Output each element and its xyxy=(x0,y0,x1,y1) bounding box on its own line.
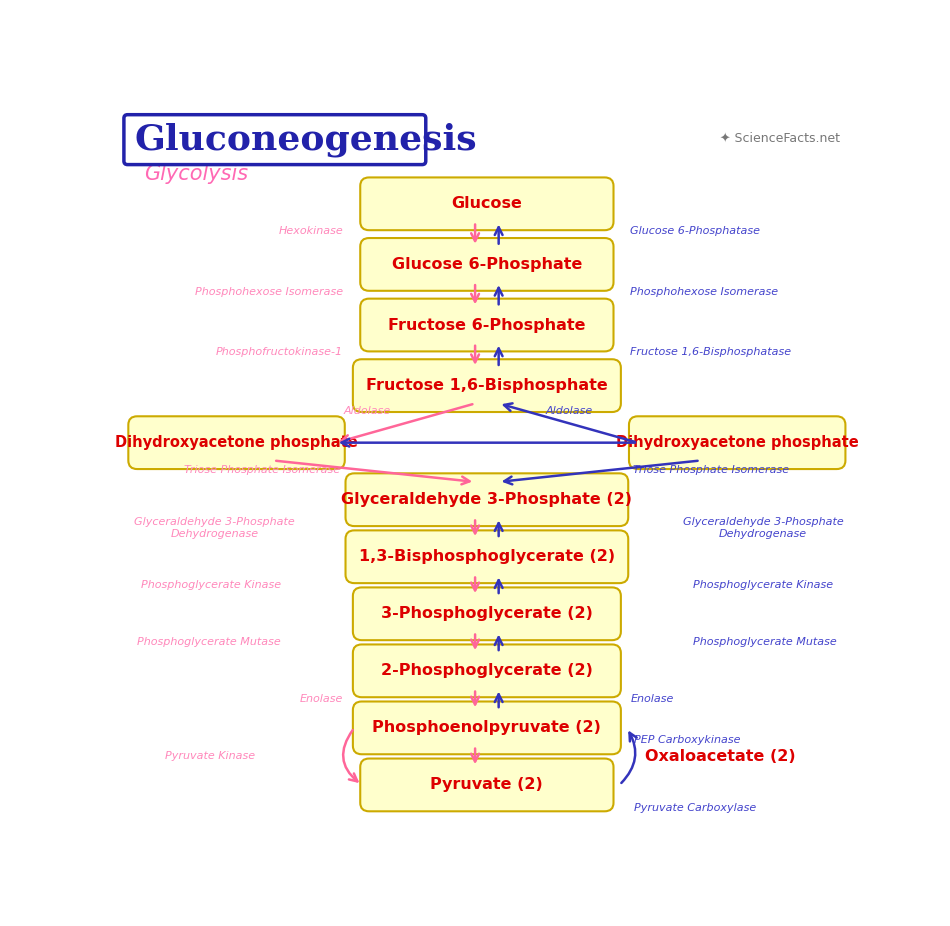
Text: Glyceraldehyde 3-Phosphate
Dehydrogenase: Glyceraldehyde 3-Phosphate Dehydrogenase xyxy=(134,518,294,539)
FancyBboxPatch shape xyxy=(352,702,621,755)
Text: Hexokinase: Hexokinase xyxy=(278,226,343,236)
Text: Phosphofructokinase-1: Phosphofructokinase-1 xyxy=(217,347,343,357)
FancyBboxPatch shape xyxy=(124,115,426,165)
Text: 3-Phosphoglycerate (2): 3-Phosphoglycerate (2) xyxy=(381,607,593,621)
FancyBboxPatch shape xyxy=(346,473,628,526)
Text: Glucose: Glucose xyxy=(451,196,522,211)
Text: Phosphoglycerate Mutase: Phosphoglycerate Mutase xyxy=(137,637,281,647)
Text: PEP Carboxykinase: PEP Carboxykinase xyxy=(635,735,741,745)
Text: Fructose 1,6-Bisphosphate: Fructose 1,6-Bisphosphate xyxy=(366,378,608,394)
Text: Phosphohexose Isomerase: Phosphohexose Isomerase xyxy=(631,286,779,296)
FancyBboxPatch shape xyxy=(352,359,621,412)
Text: Glycolysis: Glycolysis xyxy=(144,164,249,184)
Text: Phosphoglycerate Kinase: Phosphoglycerate Kinase xyxy=(141,581,281,590)
Text: Gluconeogenesis: Gluconeogenesis xyxy=(135,122,478,156)
Text: ✦ ScienceFacts.net: ✦ ScienceFacts.net xyxy=(720,131,840,144)
Text: Triose Phosphate Isomerase: Triose Phosphate Isomerase xyxy=(634,465,789,475)
Text: Glucose 6-Phosphatase: Glucose 6-Phosphatase xyxy=(631,226,760,236)
Text: Pyruvate Carboxylase: Pyruvate Carboxylase xyxy=(635,804,756,813)
FancyBboxPatch shape xyxy=(128,417,345,469)
Text: Pyruvate (2): Pyruvate (2) xyxy=(430,778,543,793)
FancyBboxPatch shape xyxy=(360,178,614,231)
Text: Phosphoglycerate Mutase: Phosphoglycerate Mutase xyxy=(693,637,837,647)
Text: Dihydroxyacetone phosphate: Dihydroxyacetone phosphate xyxy=(115,435,358,450)
Text: Phosphoglycerate Kinase: Phosphoglycerate Kinase xyxy=(693,581,833,590)
FancyBboxPatch shape xyxy=(352,587,621,640)
Text: Glyceraldehyde 3-Phosphate (2): Glyceraldehyde 3-Phosphate (2) xyxy=(341,493,633,507)
Text: Aldolase: Aldolase xyxy=(545,406,593,416)
Text: Phosphoenolpyruvate (2): Phosphoenolpyruvate (2) xyxy=(372,720,601,735)
Text: Enolase: Enolase xyxy=(300,694,343,705)
Text: Fructose 1,6-Bisphosphatase: Fructose 1,6-Bisphosphatase xyxy=(631,347,791,357)
Text: Phosphohexose Isomerase: Phosphohexose Isomerase xyxy=(195,286,343,296)
FancyBboxPatch shape xyxy=(352,644,621,697)
FancyBboxPatch shape xyxy=(360,758,614,811)
Text: Aldolase: Aldolase xyxy=(344,406,391,416)
FancyBboxPatch shape xyxy=(629,417,846,469)
Text: 1,3-Bisphosphoglycerate (2): 1,3-Bisphosphoglycerate (2) xyxy=(359,549,615,564)
FancyBboxPatch shape xyxy=(360,299,614,351)
Text: Pyruvate Kinase: Pyruvate Kinase xyxy=(165,751,255,761)
Text: Enolase: Enolase xyxy=(631,694,674,705)
FancyBboxPatch shape xyxy=(360,238,614,291)
Text: Glucose 6-Phosphate: Glucose 6-Phosphate xyxy=(391,257,582,272)
Text: Glyceraldehyde 3-Phosphate
Dehydrogenase: Glyceraldehyde 3-Phosphate Dehydrogenase xyxy=(683,518,844,539)
FancyBboxPatch shape xyxy=(346,531,628,583)
Text: Triose Phosphate Isomerase: Triose Phosphate Isomerase xyxy=(184,465,340,475)
Text: 2-Phosphoglycerate (2): 2-Phosphoglycerate (2) xyxy=(381,663,593,679)
Text: Oxaloacetate (2): Oxaloacetate (2) xyxy=(645,749,796,764)
Text: Dihydroxyacetone phosphate: Dihydroxyacetone phosphate xyxy=(616,435,859,450)
Text: Fructose 6-Phosphate: Fructose 6-Phosphate xyxy=(389,318,585,332)
